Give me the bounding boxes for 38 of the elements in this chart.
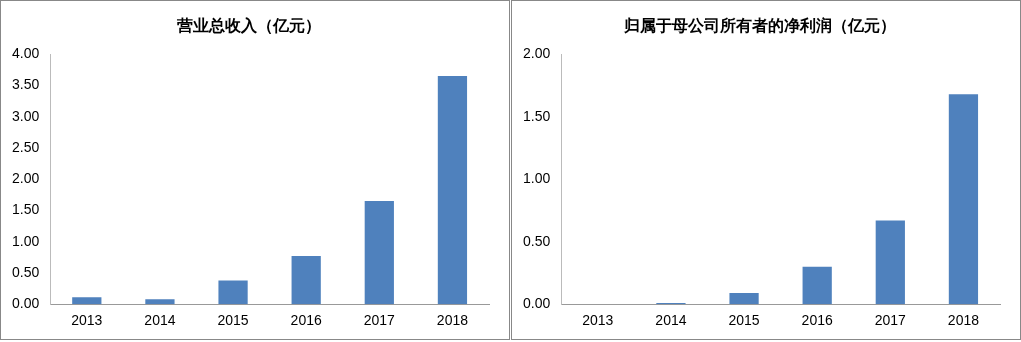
x-tick-label: 2014: [655, 312, 687, 329]
x-tick-label: 2016: [290, 312, 322, 329]
y-tick-label: 3.00: [12, 107, 40, 124]
y-tick-label: 3.50: [12, 76, 40, 93]
bar: [437, 76, 468, 305]
y-tick-label: 2.00: [12, 170, 40, 187]
x-tick-label: 2016: [801, 312, 833, 329]
bar: [218, 280, 248, 305]
chart-title: 归属于母公司所有者的净利润（亿元）: [623, 15, 896, 35]
x-tick-label: 2013: [582, 312, 614, 329]
y-tick-label: 2.00: [523, 45, 551, 62]
y-tick-label: 4.00: [12, 45, 40, 62]
y-tick-label: 1.50: [523, 107, 551, 124]
bar: [291, 256, 321, 305]
y-tick-label: 0.00: [523, 295, 551, 312]
x-tick-label: 2018: [436, 312, 469, 329]
bar: [364, 201, 394, 305]
y-tick-label: 0.50: [523, 232, 551, 249]
y-tick-label: 1.00: [12, 232, 40, 249]
x-tick-label: 2018: [947, 312, 980, 329]
x-tick-label: 2014: [144, 312, 176, 329]
bar: [948, 94, 979, 305]
x-tick-label: 2017: [874, 312, 907, 329]
y-tick-label: 1.50: [12, 201, 40, 218]
y-tick-label: 1.00: [523, 170, 551, 187]
bar: [729, 292, 759, 305]
x-tick-label: 2013: [71, 312, 103, 329]
chart-title: 营业总收入（亿元）: [176, 15, 321, 35]
x-tick-label: 2015: [217, 312, 249, 329]
x-tick-label: 2017: [363, 312, 396, 329]
bar: [875, 220, 905, 305]
x-tick-label: 2015: [728, 312, 760, 329]
y-tick-label: 0.50: [12, 263, 40, 280]
bar: [802, 266, 832, 305]
bar: [72, 297, 102, 305]
bar: [145, 299, 175, 305]
y-tick-label: 2.50: [12, 138, 40, 155]
y-tick-label: 0.00: [12, 295, 40, 312]
